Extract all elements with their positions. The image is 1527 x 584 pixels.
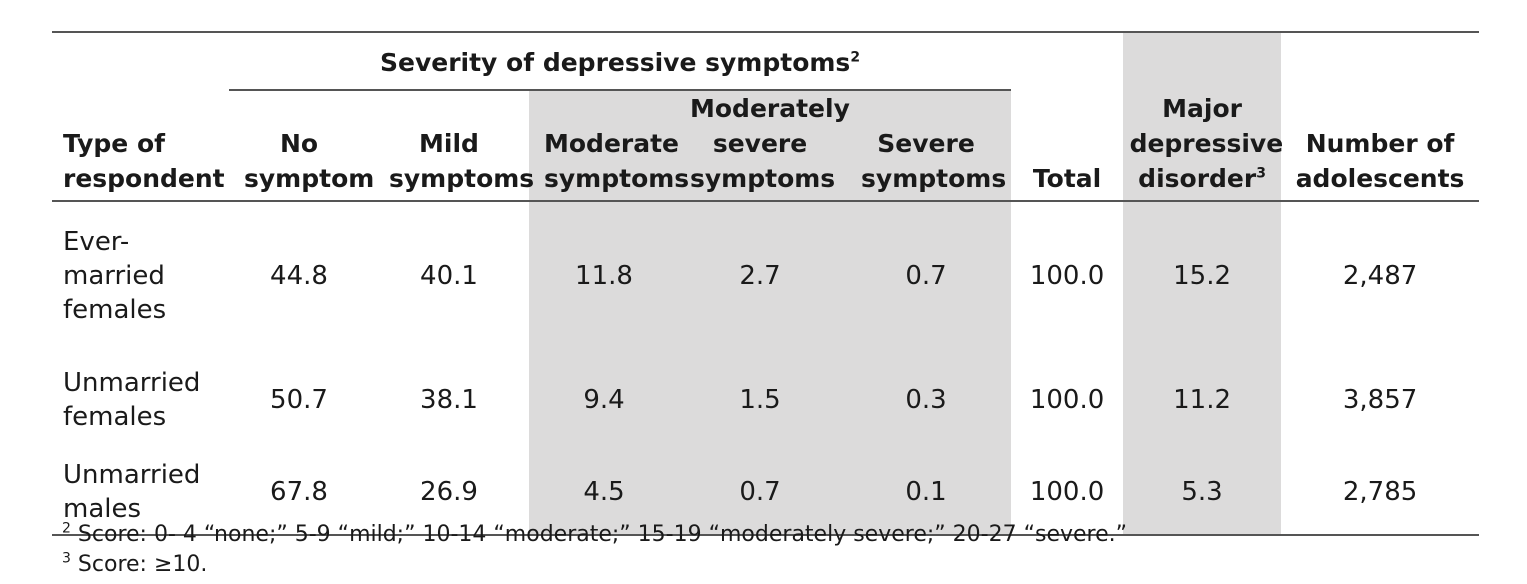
col-major-depressive-disorder: Major depressive disorder3 [1123,91,1283,202]
col-moderately-severe-symptoms: Moderately severe symptoms [679,91,850,202]
header-spacer [52,32,229,91]
col-mild-symptoms: Mild symptoms [369,91,534,202]
cell-value: 2.7 [679,201,841,350]
cell-value: 44.8 [270,261,328,291]
cell-value: 0.3 [841,350,1012,450]
cell-value: 11.2 [1123,350,1282,450]
depression-table: Severity of depressive symptoms2 Type of… [52,31,1480,536]
table-row: Unmarried males 67.8 26.9 4.5 0.7 0.1 10… [52,450,1480,536]
col-moderate-symptoms: Moderate symptoms [529,91,689,202]
header-spacer-shaded [1123,32,1282,91]
cell-value: 11.8 [529,201,679,350]
cell-value: 15.2 [1123,201,1282,350]
severity-group-sup: 2 [850,49,861,66]
cell-value: 100.0 [1011,450,1124,536]
footnote: 2 Score: 0- 4 “none;” 5-9 “mild;” 10-14 … [62,520,1127,550]
cell-value: 40.1 [420,261,478,291]
col-type-of-respondent: Type of respondent [52,91,229,202]
severity-group-label: Severity of depressive symptoms [380,48,851,77]
row-label: Unmarried males [52,450,229,536]
cell-value: 50.7 [270,385,328,415]
cell-value: 2,487 [1342,261,1418,291]
cell-value: 26.9 [369,450,529,536]
cell-value: 38.1 [420,385,478,415]
col-severe-symptoms: Severe symptoms [841,91,1012,202]
cell-value: 100.0 [1029,261,1105,291]
cell-value: 67.8 [229,450,369,536]
cell-value: 5.3 [1123,450,1282,536]
cell-value: 0.7 [679,450,841,536]
footnote-sup: 2 [62,520,71,537]
cell-value: 1.5 [679,350,841,450]
footnote-text: Score: ≥10. [77,552,208,577]
severity-group-header: Severity of depressive symptoms2 [229,32,1012,91]
footnotes: 2 Score: 0- 4 “none;” 5-9 “mild;” 10-14 … [62,520,1127,580]
mdd-sup: 3 [1256,165,1266,182]
footnote-sup: 3 [62,550,71,567]
header-spacer [1011,32,1123,91]
cell-value: 4.5 [529,450,679,536]
col-no-symptom: No symptom [229,91,374,202]
cell-value: 0.7 [841,201,1012,350]
cell-value: 9.4 [529,350,679,450]
footnote: 3 Score: ≥10. [62,550,1127,580]
footnote-text: Score: 0- 4 “none;” 5-9 “mild;” 10-14 “m… [77,522,1128,547]
cell-value: 3,857 [1342,385,1418,415]
table-row: Unmarried females 50.7 38.1 9.4 1.5 0.3 … [52,350,1479,450]
row-label: Ever-married females [63,227,167,325]
cell-value: 0.1 [841,450,1012,536]
header-spacer [1281,32,1479,91]
table-row: Ever-married females 44.8 40.1 11.8 2.7 … [52,201,1479,350]
cell-value: 100.0 [1029,385,1105,415]
col-total: Total [1011,91,1124,202]
row-label: Unmarried females [63,368,201,432]
col-number-of-adolescents: Number of adolescents [1281,91,1480,202]
cell-value: 2,785 [1281,450,1480,536]
